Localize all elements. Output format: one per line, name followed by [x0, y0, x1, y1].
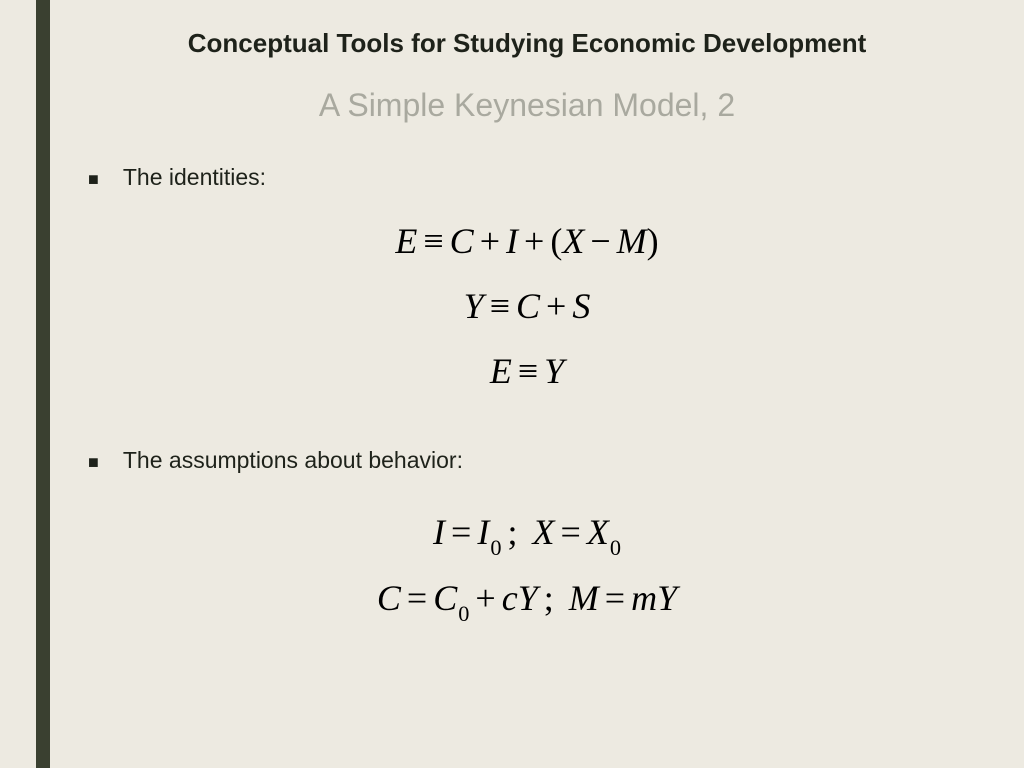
slide-content: Conceptual Tools for Studying Economic D…: [70, 28, 984, 675]
bullet-identities: ■ The identities:: [88, 164, 984, 191]
equations-identities: E≡C+I+(X−M) Y≡C+S E≡Y: [70, 209, 984, 403]
bullet-label: The assumptions about behavior:: [123, 447, 463, 474]
bullet-square-icon: ■: [88, 453, 99, 471]
equation-1: E≡C+I+(X−M): [70, 209, 984, 274]
equation-4: I=I0; X=X0: [70, 500, 984, 565]
bullet-square-icon: ■: [88, 170, 99, 188]
accent-bar: [36, 0, 50, 768]
bullet-label: The identities:: [123, 164, 266, 191]
equation-2: Y≡C+S: [70, 274, 984, 339]
bullet-assumptions: ■ The assumptions about behavior:: [88, 447, 984, 474]
page-subtitle: A Simple Keynesian Model, 2: [70, 87, 984, 124]
equations-assumptions: I=I0; X=X0 C=C0+cY; M=mY: [70, 500, 984, 631]
equation-3: E≡Y: [70, 339, 984, 404]
equation-5: C=C0+cY; M=mY: [70, 566, 984, 631]
page-title: Conceptual Tools for Studying Economic D…: [70, 28, 984, 59]
